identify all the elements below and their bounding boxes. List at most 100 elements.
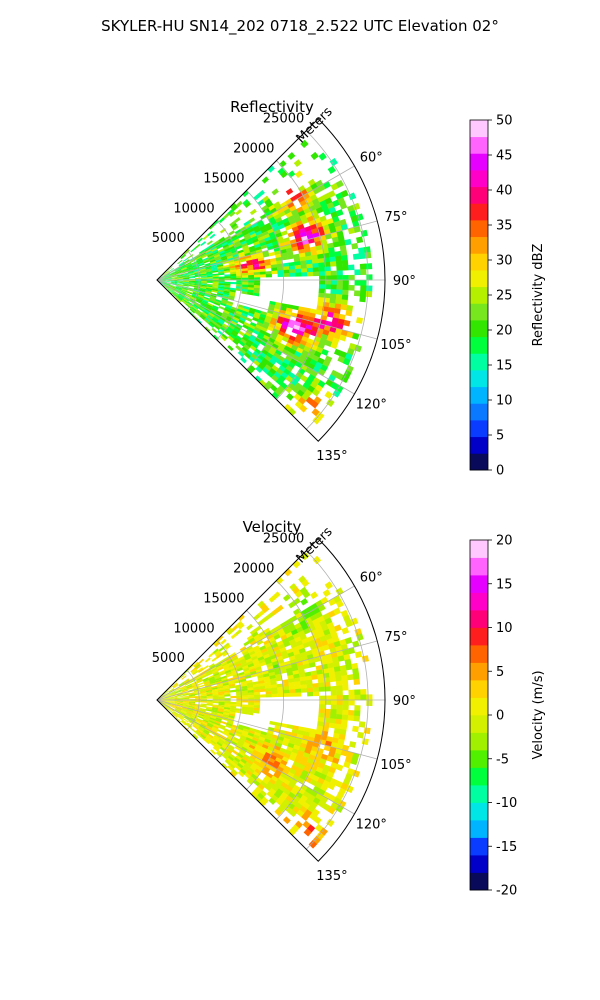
radar-gate — [288, 348, 297, 355]
radar-gate — [214, 744, 221, 751]
radar-gate — [269, 320, 277, 326]
radar-gate — [165, 700, 172, 702]
radar-gate — [246, 349, 253, 357]
radar-gate — [329, 713, 337, 720]
radar-gate — [210, 319, 217, 325]
radar-gate — [238, 655, 245, 661]
radar-gate — [203, 738, 210, 745]
radar-gate — [175, 688, 181, 692]
radar-gate — [171, 276, 178, 279]
radar-gate — [240, 314, 247, 320]
radar-gate — [248, 744, 256, 750]
radar-gate — [305, 675, 313, 681]
radar-gate — [250, 673, 258, 678]
radar-gate — [339, 202, 348, 210]
radar-gate — [215, 243, 222, 248]
radar-gate — [164, 273, 171, 277]
radar-gate — [308, 812, 317, 821]
radar-gate — [192, 304, 199, 310]
radar-gate — [204, 317, 211, 323]
radar-gate — [319, 700, 326, 705]
radar-gate — [288, 755, 297, 762]
radar-gate — [275, 778, 284, 786]
radar-gate — [246, 645, 253, 652]
radar-gate — [173, 711, 180, 715]
colorbar-swatch — [470, 680, 488, 698]
radar-gate — [281, 336, 290, 343]
radar-gate — [224, 669, 232, 674]
radar-gate — [287, 771, 295, 779]
radar-gate — [265, 270, 272, 275]
radar-gate — [205, 266, 212, 270]
radar-gate — [227, 326, 234, 332]
radar-gate — [302, 590, 311, 599]
radar-gate — [203, 716, 210, 721]
radar-gate — [327, 662, 335, 669]
radar-gate — [164, 283, 171, 286]
radar-gate — [204, 657, 211, 663]
radar-gate — [203, 681, 211, 685]
radar-gate — [207, 254, 215, 259]
radar-gate — [273, 633, 281, 641]
radar-gate — [335, 599, 344, 608]
radar-gate — [264, 656, 272, 662]
radar-gate — [172, 712, 178, 717]
radar-gate — [324, 695, 332, 701]
radar-gate — [252, 681, 259, 685]
radar-gate — [208, 256, 215, 261]
radar-gate — [247, 732, 255, 738]
radar-gate — [324, 581, 333, 590]
radar-gate — [352, 752, 360, 760]
radar-gate — [257, 783, 265, 791]
radar-gate — [190, 247, 196, 253]
radar-gate — [183, 259, 190, 264]
radar-gate — [211, 290, 218, 293]
radar-gate — [265, 380, 274, 388]
radar-gate — [295, 371, 304, 379]
radar-gate — [201, 254, 208, 259]
radar-gate — [197, 715, 204, 720]
radar-gate — [317, 678, 325, 684]
radar-gate — [317, 604, 326, 612]
radar-gate — [296, 389, 305, 398]
radar-gate — [329, 256, 337, 263]
radar-gate — [271, 188, 279, 196]
radar-gate — [227, 719, 234, 723]
radar-gate — [339, 729, 347, 736]
radar-gate — [203, 318, 210, 325]
radar-gate — [221, 297, 229, 302]
radar-gate — [188, 720, 194, 726]
radar-gate — [294, 400, 303, 409]
radar-gate — [346, 204, 355, 213]
radar-gate — [293, 673, 300, 679]
radar-gate — [171, 696, 178, 699]
radar-gate — [159, 698, 166, 700]
radar-gate — [227, 717, 235, 721]
radar-gate — [236, 273, 243, 276]
radar-gate — [193, 733, 199, 739]
radar-gate — [287, 674, 294, 680]
radar-gate — [167, 709, 173, 714]
radar-gate — [307, 373, 316, 382]
radar-gate — [332, 389, 341, 398]
radar-gate — [242, 728, 250, 733]
radar-gate — [188, 697, 196, 699]
radar-gate — [316, 249, 324, 255]
radar-gate — [242, 275, 249, 278]
radar-gate — [304, 251, 312, 257]
radar-gate — [314, 733, 322, 740]
radar-gate — [239, 748, 247, 755]
radar-gate — [259, 268, 266, 273]
radar-gate — [199, 688, 206, 691]
radar-gate — [253, 359, 261, 367]
radar-gate — [348, 689, 355, 696]
radar-gate — [212, 707, 219, 710]
radar-gate — [301, 579, 310, 588]
radar-gate — [196, 729, 203, 735]
radar-gate — [215, 312, 222, 317]
radar-gate — [277, 167, 286, 175]
radar-gate — [343, 761, 351, 769]
radar-gate — [291, 385, 300, 394]
radar-gate — [282, 686, 290, 691]
radar-gate — [204, 294, 211, 298]
